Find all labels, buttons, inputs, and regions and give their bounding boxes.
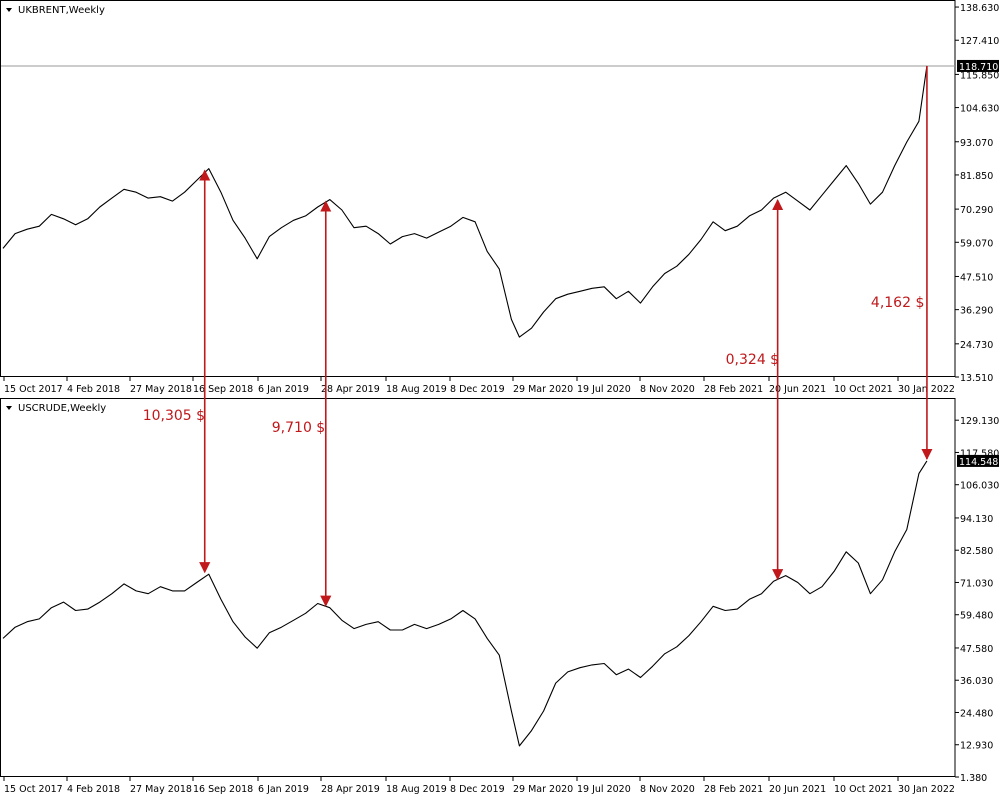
y-tick-label: 129.130	[960, 416, 999, 427]
x-tick-label: 28 Apr 2019	[321, 384, 380, 395]
x-tick-label: 29 Mar 2020	[513, 384, 573, 395]
x-tick-label: 27 May 2018	[130, 384, 192, 395]
y-tick-label: 70.290	[960, 205, 993, 216]
y-tick-label: 36.030	[960, 676, 993, 687]
x-tick-label: 8 Dec 2019	[450, 784, 505, 795]
x-tick-label: 30 Jan 2022	[898, 784, 955, 795]
series-line	[2, 65, 928, 338]
x-tick-label: 15 Oct 2017	[4, 784, 63, 795]
x-tick-label: 6 Jan 2019	[258, 784, 309, 795]
spread-label: 9,710 $	[272, 420, 325, 436]
y-tick-label: 71.030	[960, 578, 993, 589]
y-tick-label: 59.480	[960, 611, 993, 622]
spread-label: 0,324 $	[726, 352, 779, 368]
x-tick-label: 8 Nov 2020	[640, 784, 695, 795]
x-tick-label: 8 Nov 2020	[640, 384, 695, 395]
x-tick-label: 20 Jun 2021	[769, 384, 826, 395]
chart-title: USCRUDE,Weekly	[18, 403, 106, 414]
chart-panel-2: USCRUDE,Weekly 129.130 117.580 106.030 94.13…	[0, 398, 999, 795]
y-tick-label: 94.130	[960, 514, 993, 525]
y-tick-label: 47.580	[960, 644, 993, 655]
x-tick-label: 16 Sep 2018	[193, 384, 253, 395]
x-tick-label: 15 Oct 2017	[4, 384, 63, 395]
current-price-tag	[957, 454, 999, 467]
y-tick-label: 12.930	[960, 741, 993, 752]
x-tick-label: 10 Oct 2021	[834, 384, 893, 395]
x-tick-label: 16 Sep 2018	[193, 784, 253, 795]
current-price-label: 118.710	[959, 62, 998, 73]
plot-frame	[0, 0, 956, 377]
y-tick-label: 115.850	[960, 70, 999, 81]
x-tick-label: 4 Feb 2018	[67, 784, 120, 795]
y-tick-label: 117.580	[960, 448, 999, 459]
x-tick-label: 29 Mar 2020	[513, 784, 573, 795]
x-tick-label: 27 May 2018	[130, 784, 192, 795]
x-tick-label: 19 Jul 2020	[577, 384, 631, 395]
y-tick-label: 82.580	[960, 546, 993, 557]
y-tick-label: 104.630	[960, 104, 999, 115]
x-tick-label: 20 Jun 2021	[769, 784, 826, 795]
x-tick-label: 28 Feb 2021	[704, 384, 763, 395]
y-tick-label: 59.070	[960, 238, 993, 249]
y-tick-label: 93.070	[960, 138, 993, 149]
chart-panel-1: UKBRENT,Weekly 138.630 127.410 115.850 104.6…	[0, 0, 999, 395]
y-tick-label: 127.410	[960, 36, 999, 47]
chart-title: UKBRENT,Weekly	[18, 5, 105, 16]
y-tick-label: 1.380	[960, 773, 987, 784]
plot-frame	[0, 398, 956, 777]
dropdown-arrow-icon[interactable]	[6, 406, 12, 410]
y-tick-label: 47.510	[960, 272, 993, 283]
y-tick-label: 138.630	[960, 3, 999, 14]
series-line	[2, 460, 928, 747]
x-tick-label: 28 Feb 2021	[704, 784, 763, 795]
x-tick-label: 8 Dec 2019	[450, 384, 505, 395]
spread-label: 4,162 $	[871, 295, 924, 311]
x-tick-label: 28 Apr 2019	[321, 784, 380, 795]
x-tick-label: 4 Feb 2018	[67, 384, 120, 395]
spread-label: 10,305 $	[143, 408, 205, 424]
x-tick-label: 18 Aug 2019	[386, 784, 447, 795]
current-price-tag	[957, 59, 999, 72]
dropdown-arrow-icon[interactable]	[6, 8, 12, 12]
x-tick-label: 18 Aug 2019	[386, 384, 447, 395]
y-tick-label: 13.510	[960, 373, 993, 384]
y-tick-label: 106.030	[960, 481, 999, 492]
x-tick-label: 19 Jul 2020	[577, 784, 631, 795]
x-tick-label: 10 Oct 2021	[834, 784, 893, 795]
current-price-label: 114.548	[959, 457, 998, 468]
x-tick-label: 6 Jan 2019	[258, 384, 309, 395]
y-tick-label: 24.480	[960, 708, 993, 719]
y-tick-label: 81.850	[960, 171, 993, 182]
y-tick-label: 36.290	[960, 306, 993, 317]
y-tick-label: 24.730	[960, 340, 993, 351]
